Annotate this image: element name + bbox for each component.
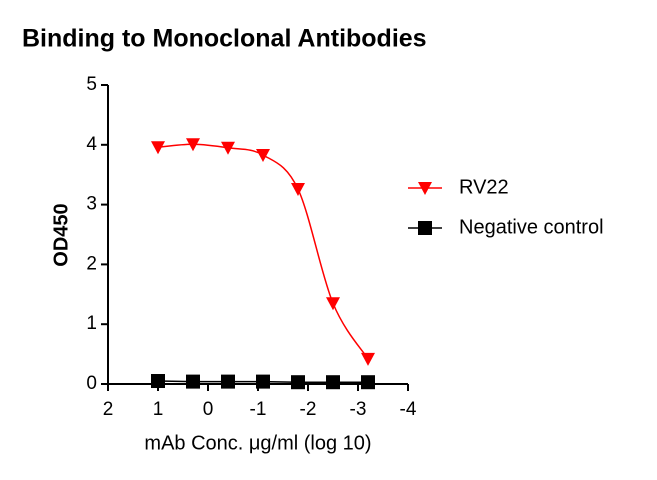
point xyxy=(326,375,340,390)
point xyxy=(221,141,235,155)
x-tick-label: -2 xyxy=(300,399,317,420)
point xyxy=(151,141,165,155)
legend-marker xyxy=(418,182,432,195)
legend-label: RV22 xyxy=(459,176,509,198)
y-tick-label: 0 xyxy=(86,373,97,394)
point xyxy=(186,138,200,152)
y-axis-label: OD450 xyxy=(50,203,72,266)
chart-title: Binding to Monoclonal Antibodies xyxy=(22,25,427,53)
point xyxy=(151,374,165,389)
series-line xyxy=(157,143,369,360)
y-tick-label: 4 xyxy=(86,134,97,155)
point xyxy=(291,375,305,390)
point xyxy=(221,374,235,389)
x-axis-label: mAb Conc. μg/ml (log 10) xyxy=(144,432,371,454)
point xyxy=(361,352,375,366)
point xyxy=(256,374,270,389)
legend-marker xyxy=(418,221,432,235)
point xyxy=(326,297,340,311)
point xyxy=(291,183,305,197)
y-tick-label: 1 xyxy=(86,313,97,334)
y-tick-label: 3 xyxy=(86,194,97,215)
legend-label: Negative control xyxy=(459,216,604,238)
point xyxy=(256,148,270,162)
x-tick-label: -1 xyxy=(250,399,267,420)
point xyxy=(361,375,375,390)
x-tick-label: 1 xyxy=(153,399,164,420)
point xyxy=(186,374,200,389)
x-tick-label: 0 xyxy=(203,399,214,420)
y-tick-label: 5 xyxy=(86,74,97,95)
x-tick-label: 2 xyxy=(103,399,114,420)
x-tick-label: -4 xyxy=(400,399,417,420)
y-tick-label: 2 xyxy=(86,253,97,274)
x-tick-label: -3 xyxy=(350,399,367,420)
